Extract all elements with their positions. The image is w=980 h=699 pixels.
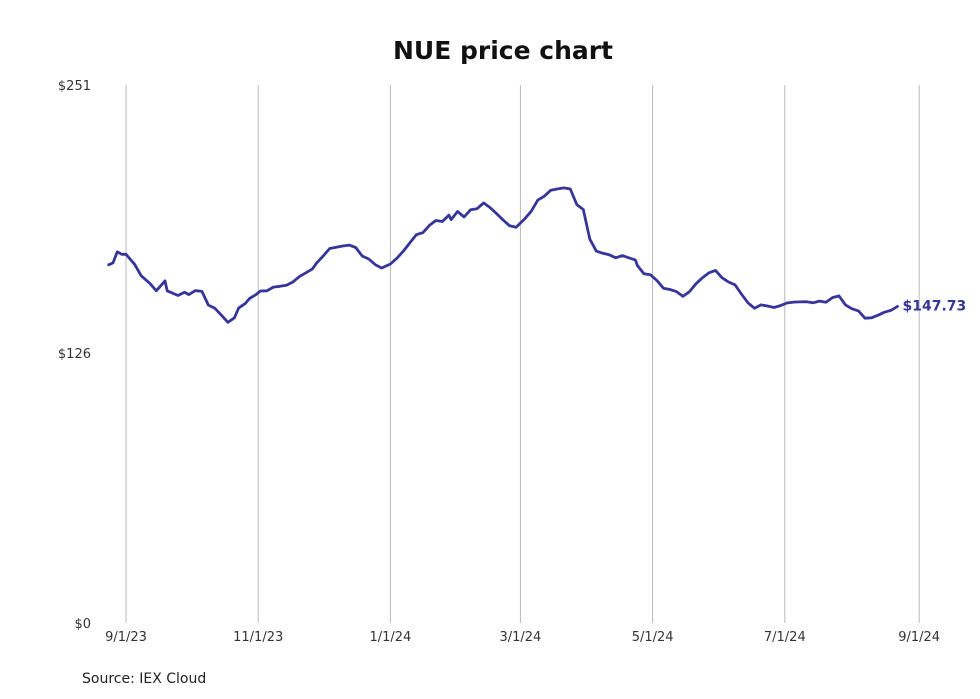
x-tick-label: 7/1/24: [764, 630, 806, 645]
y-tick-label: $251: [58, 79, 91, 94]
series-layer: $147.73: [107, 186, 966, 324]
source-note: Source: IEX Cloud: [82, 671, 206, 687]
last-price-label: $147.73: [902, 298, 966, 314]
x-tick-label: 5/1/24: [632, 630, 674, 645]
x-tick-label: 3/1/24: [499, 630, 541, 645]
x-tick-label: 9/1/23: [105, 630, 147, 645]
x-tick-label: 9/1/24: [898, 630, 940, 645]
x-tick-label: 11/1/23: [233, 630, 283, 645]
x-tick-label: 1/1/24: [369, 630, 411, 645]
y-tick-label: $0: [74, 617, 91, 632]
axis-labels: 9/1/23 11/1/23 1/1/24 3/1/24 5/1/24 7/1/24 9/1…: [58, 79, 940, 645]
chart-title: NUE price chart: [393, 36, 613, 65]
y-tick-label: $126: [58, 347, 91, 362]
gridlines: [125, 85, 920, 623]
price-line: [107, 186, 899, 324]
